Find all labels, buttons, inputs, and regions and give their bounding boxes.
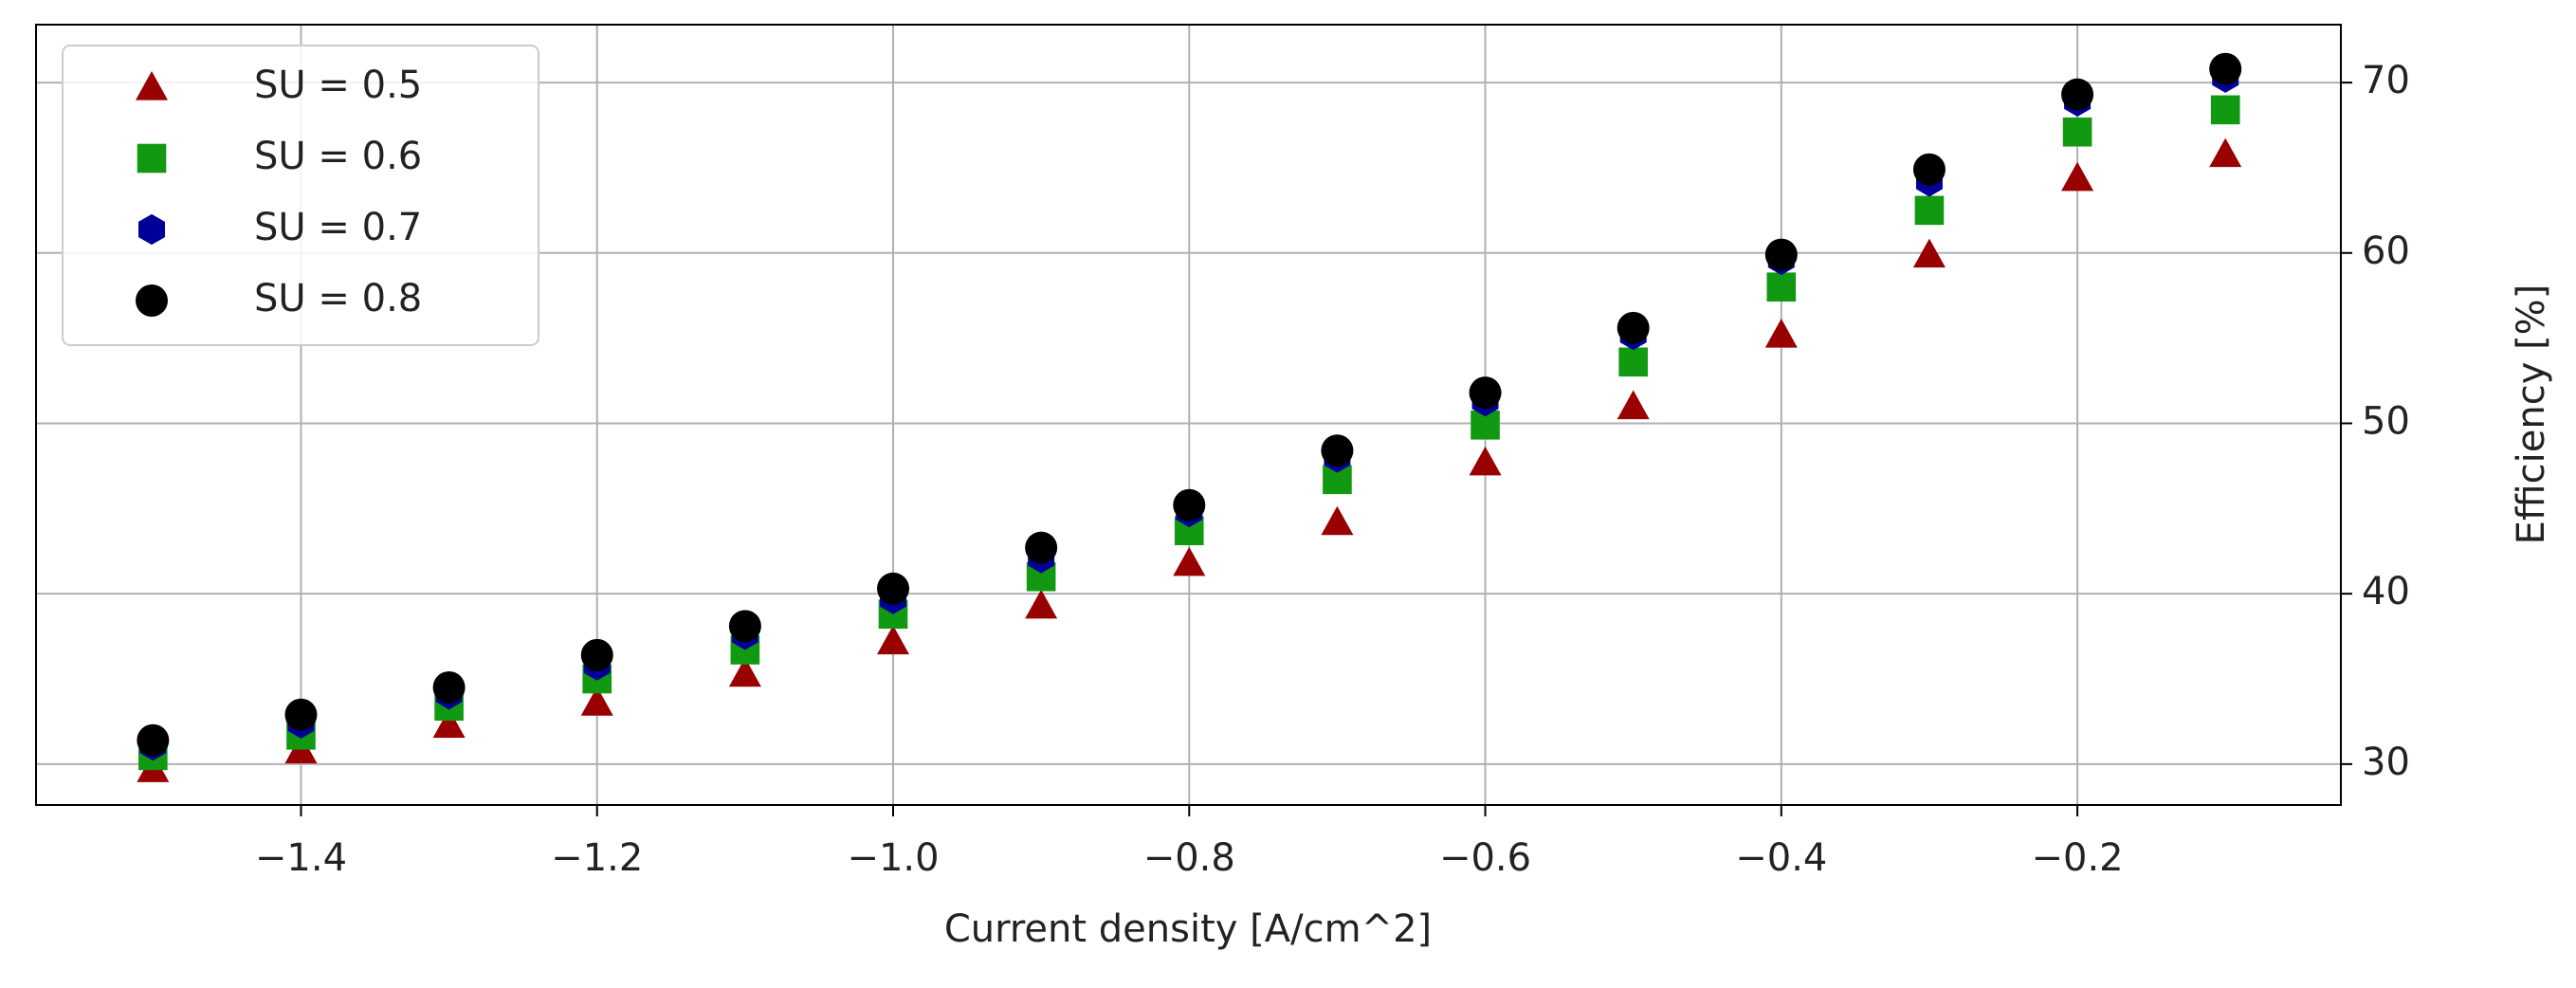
y-tick-label: 40 <box>2362 570 2410 613</box>
data-point <box>1766 272 1797 302</box>
y-tick-label: 30 <box>2362 741 2410 784</box>
data-point <box>1764 319 1798 348</box>
data-point <box>1173 546 1206 576</box>
y-axis-label: Efficiency [%] <box>2510 284 2553 545</box>
legend-box <box>62 45 539 346</box>
legend-label: SU = 0.5 <box>254 64 422 107</box>
data-point <box>1912 238 1946 268</box>
data-point <box>1469 446 1502 476</box>
x-tick-label: −0.8 <box>1143 836 1235 880</box>
data-point <box>1173 488 1206 521</box>
data-point <box>2209 137 2242 168</box>
data-point <box>2209 52 2242 85</box>
plot-frame <box>35 24 2342 806</box>
data-point <box>1321 505 1354 536</box>
data-point <box>1025 531 1058 564</box>
data-point <box>1618 347 1648 377</box>
data-point <box>728 610 761 643</box>
y-tick-label: 70 <box>2362 59 2410 102</box>
x-tick-label: −1.2 <box>551 836 643 880</box>
data-point <box>1025 589 1058 619</box>
x-tick-label: −1.4 <box>255 836 347 880</box>
marker <box>136 284 168 317</box>
data-point <box>2061 78 2094 111</box>
legend-label: SU = 0.6 <box>254 135 422 178</box>
data-point <box>728 657 761 687</box>
x-tick-label: −0.4 <box>1735 836 1827 880</box>
legend-label: SU = 0.7 <box>254 206 422 249</box>
marker <box>136 71 168 101</box>
data-point <box>1912 153 1946 186</box>
data-point <box>1617 311 1650 344</box>
data-point <box>432 671 466 704</box>
data-point <box>432 708 466 739</box>
data-point <box>137 723 170 757</box>
legend: SU = 0.5 SU = 0.6 SU = 0.7 SU = 0.8 <box>62 45 539 346</box>
data-point <box>580 686 613 716</box>
x-tick-label: −0.6 <box>1439 836 1531 880</box>
data-point <box>1321 434 1354 467</box>
data-point <box>1469 376 1502 410</box>
data-point <box>580 638 613 671</box>
data-point <box>2062 117 2092 147</box>
data-point <box>1617 390 1650 420</box>
data-point <box>1914 195 1945 226</box>
data-point <box>1764 238 1798 271</box>
x-axis-label: Current density [A/cm^2] <box>944 907 1432 951</box>
marker <box>138 213 165 246</box>
y-tick-label: 50 <box>2362 399 2410 443</box>
marker <box>137 143 167 174</box>
data-point <box>2061 161 2094 192</box>
x-tick-label: −1.0 <box>847 836 939 880</box>
data-point <box>284 698 318 731</box>
x-tick-label: −0.2 <box>2032 836 2124 880</box>
y-tick-label: 60 <box>2362 229 2410 273</box>
data-point <box>877 572 910 605</box>
data-point <box>877 625 910 655</box>
data-point <box>2210 95 2240 125</box>
legend-label: SU = 0.8 <box>254 277 422 320</box>
